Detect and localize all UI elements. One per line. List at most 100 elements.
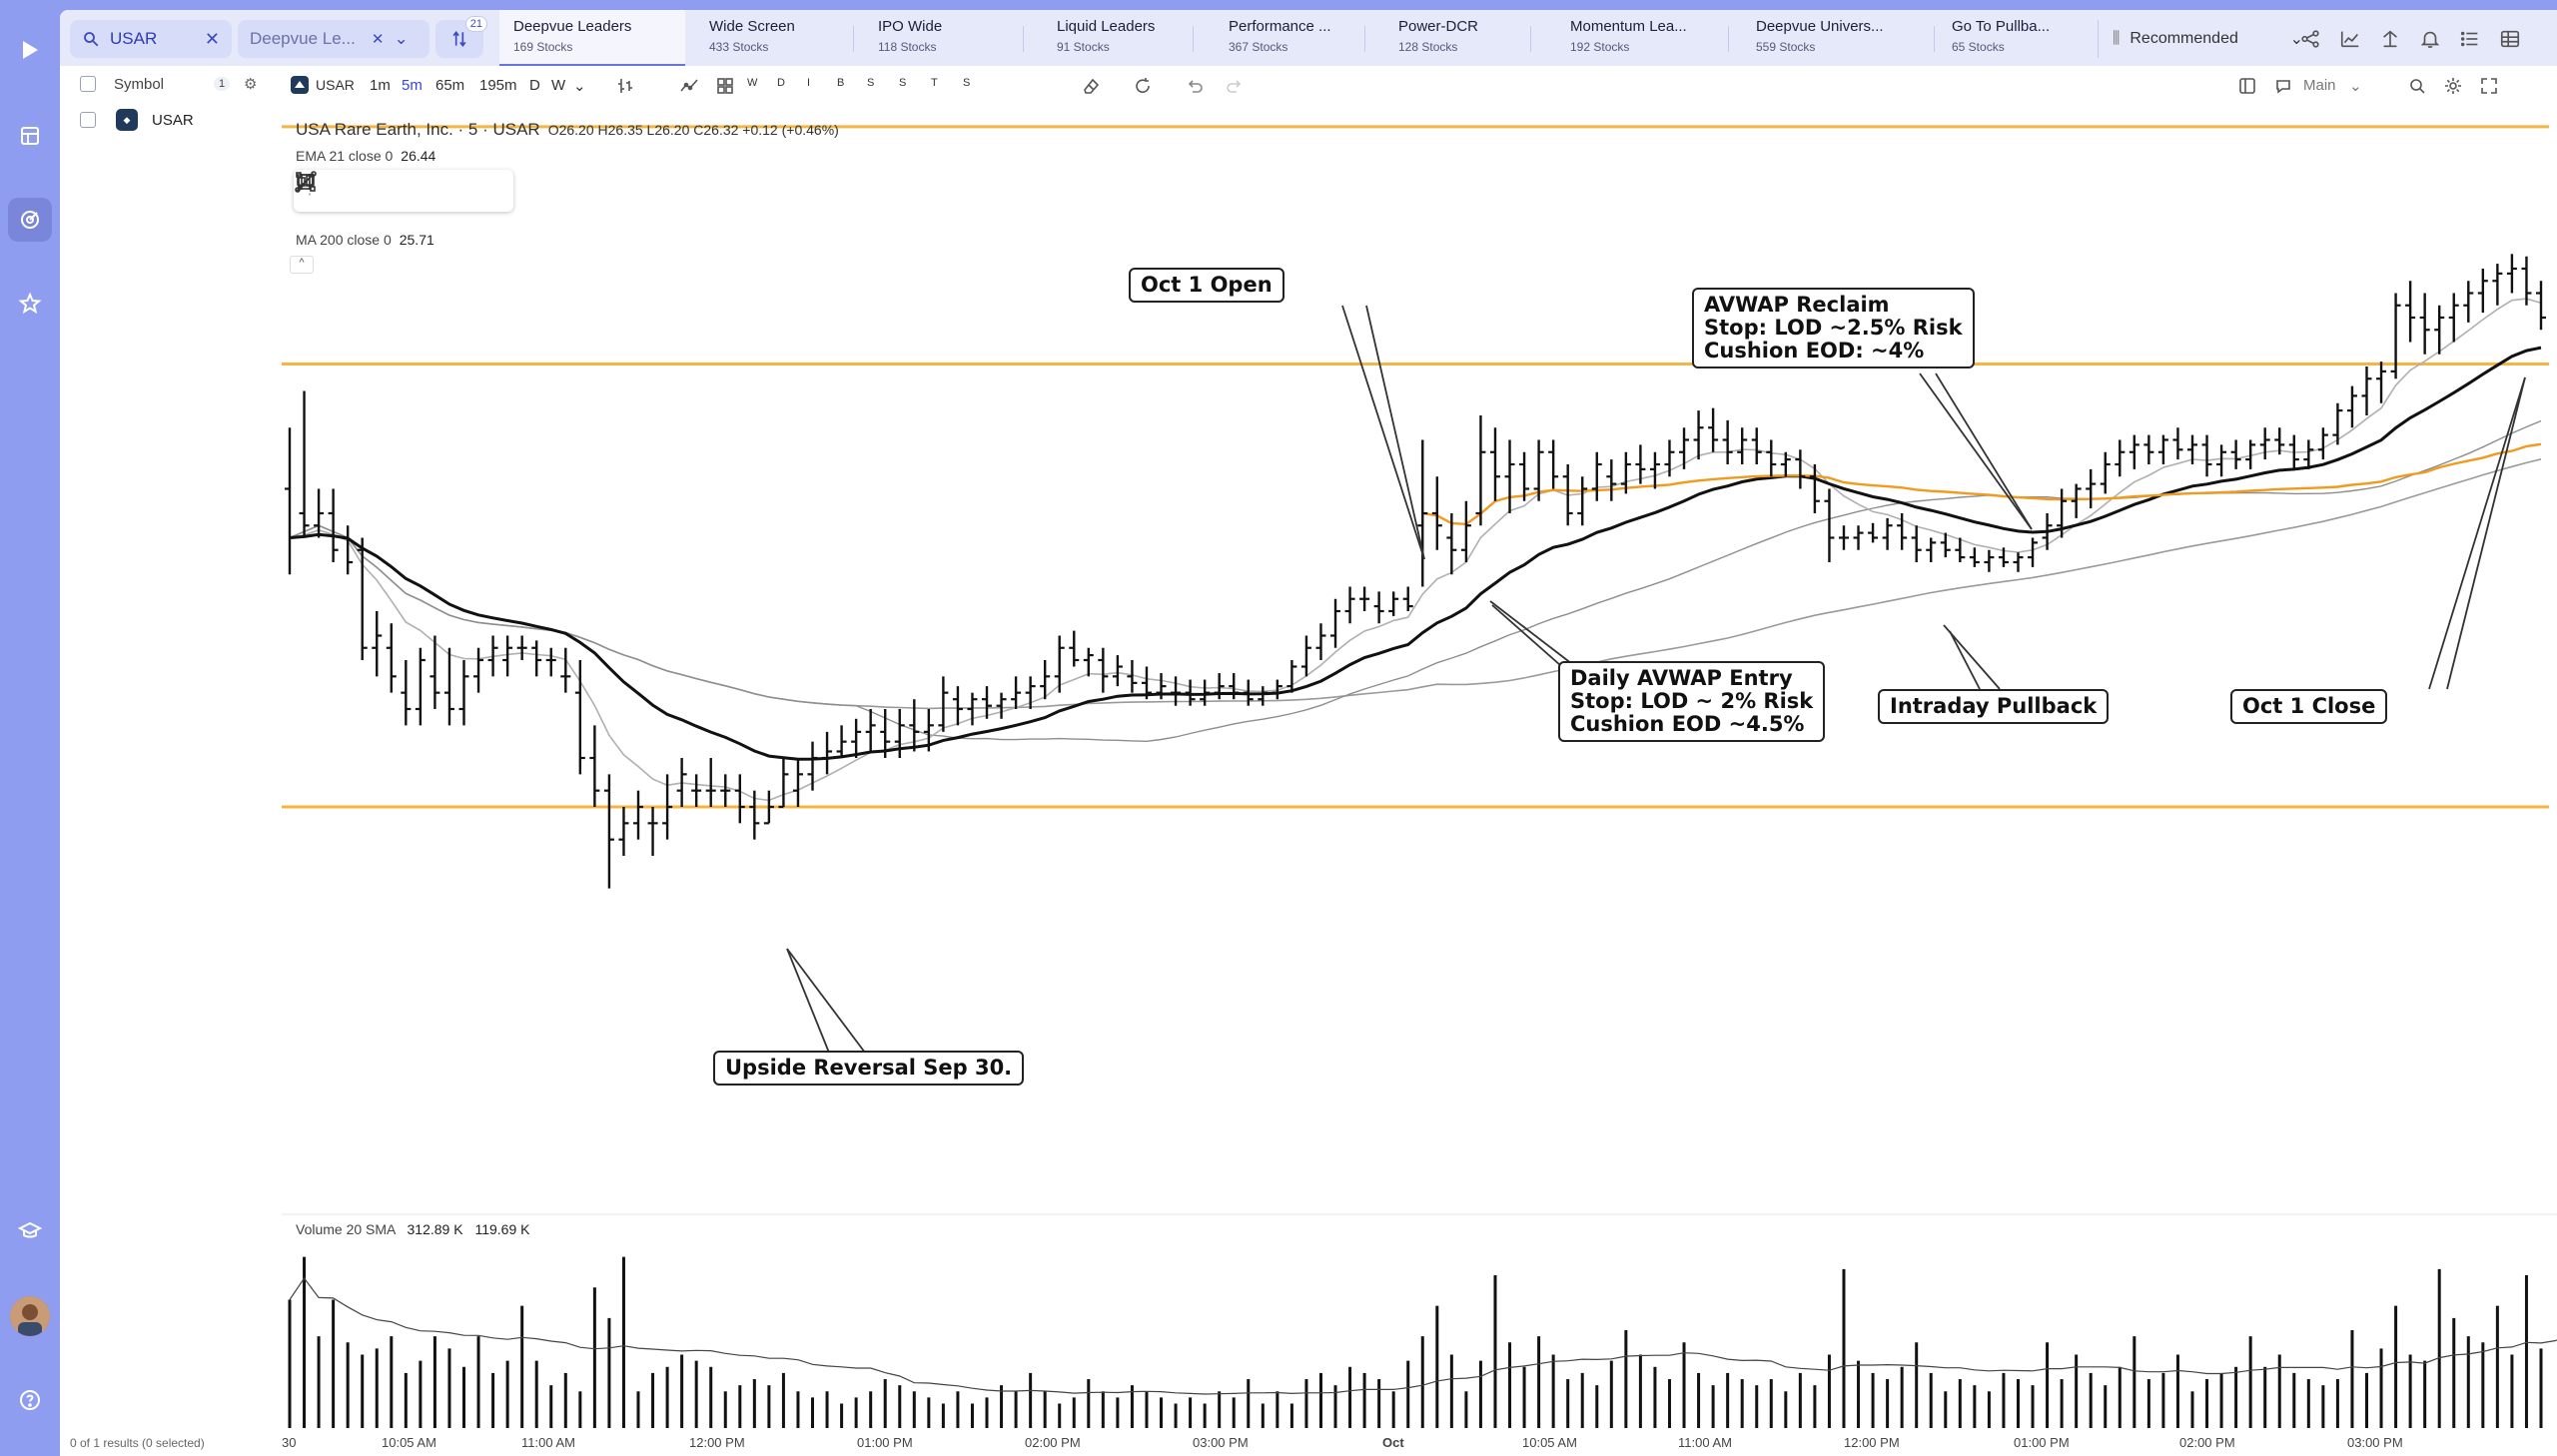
row-checkbox[interactable] xyxy=(80,112,96,128)
period-button[interactable]: W xyxy=(747,77,758,89)
layout-icon[interactable] xyxy=(8,114,52,158)
chat-icon[interactable] xyxy=(2273,76,2293,96)
help-icon[interactable] xyxy=(8,1378,52,1422)
tab-name: Liquid Leaders xyxy=(1057,18,1156,35)
annotation-callout[interactable]: Oct 1 Close xyxy=(2230,689,2388,724)
chart-symbol[interactable]: USAR xyxy=(316,77,355,93)
fullscreen-icon[interactable] xyxy=(2479,76,2499,96)
symbol-search[interactable]: USAR ✕ xyxy=(70,20,232,58)
trendline-tool-icon[interactable] xyxy=(295,171,513,203)
grid-icon[interactable] xyxy=(2499,28,2521,50)
period-button[interactable]: T xyxy=(931,77,938,89)
tab-watchlist-8[interactable]: Go To Pullba... 65 Stocks xyxy=(1938,10,2118,66)
period-button[interactable]: S xyxy=(899,77,907,89)
undo-icon[interactable] xyxy=(1185,76,1205,96)
bar-type-icon[interactable] xyxy=(615,76,635,96)
alerts-button[interactable]: 21 xyxy=(435,16,487,58)
share-icon[interactable] xyxy=(2299,28,2321,50)
annotation-callout[interactable]: Upside Reversal Sep 30. xyxy=(713,1051,1025,1086)
tab-watchlist-2[interactable]: IPO Wide 118 Stocks xyxy=(864,10,1034,66)
tab-watchlist-7[interactable]: Deepvue Univers... 559 Stocks xyxy=(1742,10,1938,66)
refresh-icon[interactable] xyxy=(1133,76,1153,96)
sort-dropdown[interactable]: ⫼ Recommended ⌄ xyxy=(2098,20,2317,58)
annotation-callout[interactable]: Oct 1 Open xyxy=(1129,268,1284,303)
collapse-legend-button[interactable]: ^ xyxy=(290,256,314,274)
gear-icon[interactable]: ⚙ xyxy=(244,76,258,93)
watchlist-selector[interactable]: Deepvue Le... ✕ ⌄ xyxy=(238,20,429,58)
timeframe-195m[interactable]: 195m xyxy=(479,77,517,94)
callout-leader-line xyxy=(1341,305,1425,560)
tab-count: 169 Stocks xyxy=(513,40,573,54)
tab-watchlist-4[interactable]: Performance ... 367 Stocks xyxy=(1215,10,1384,66)
chart-legend-title: USA Rare Earth, Inc. · 5 · USAR O26.20 H2… xyxy=(296,120,839,140)
avatar[interactable] xyxy=(10,1296,50,1336)
close-icon[interactable]: ✕ xyxy=(204,28,220,49)
callout-leader-line xyxy=(1489,600,1577,668)
time-axis-label: 02:00 PM xyxy=(2179,1435,2235,1450)
timeframe-1m[interactable]: 1m xyxy=(370,77,391,94)
rectangle-tool-icon[interactable] xyxy=(296,172,352,203)
logo-icon[interactable] xyxy=(8,28,52,72)
chart-canvas[interactable] xyxy=(282,106,2557,1456)
search-input[interactable]: USAR xyxy=(110,29,158,48)
ema-value: 26.44 xyxy=(401,148,436,164)
alerts-badge: 21 xyxy=(464,16,487,32)
bars-pattern-tool-icon[interactable] xyxy=(298,174,392,203)
divider xyxy=(1193,26,1194,52)
annotation-callout[interactable]: Intraday Pullback xyxy=(1878,689,2110,724)
target-icon[interactable] xyxy=(8,198,52,242)
list-icon[interactable] xyxy=(2459,28,2481,50)
annotation-callout[interactable]: Daily AVWAP Entry Stop: LOD ~ 2% Risk Cu… xyxy=(1558,661,1826,742)
timeframe-w[interactable]: W xyxy=(551,77,566,94)
close-icon[interactable]: ✕ xyxy=(371,31,385,48)
watchlist-panel: Symbol 1 ⚙ ◆ USAR 0 of 1 results (0 sele… xyxy=(60,66,282,1456)
ma-legend[interactable]: MA 200 close 0 25.71 xyxy=(296,232,434,248)
price-chart[interactable]: USA Rare Earth, Inc. · 5 · USAR O26.20 H2… xyxy=(282,106,2557,1456)
tab-watchlist-5[interactable]: Power-DCR 128 Stocks xyxy=(1384,10,1554,66)
redo-icon[interactable] xyxy=(1225,76,1245,96)
volume-legend[interactable]: Volume 20 SMA 312.89 K 119.69 K xyxy=(296,1221,529,1237)
timeframe-65m[interactable]: 65m xyxy=(435,77,465,94)
annotation-callout[interactable]: AVWAP Reclaim Stop: LOD ~2.5% Risk Cushi… xyxy=(1692,288,1975,368)
callout-tool-icon[interactable] xyxy=(297,174,432,203)
chevron-down-icon[interactable]: ⌄ xyxy=(2349,78,2362,95)
period-button[interactable]: D xyxy=(777,77,785,89)
tab-name: Power-DCR xyxy=(1398,18,1479,35)
period-button[interactable]: S xyxy=(867,77,875,89)
timeframe-5m[interactable]: 5m xyxy=(402,77,423,94)
period-button[interactable]: S xyxy=(963,77,971,89)
ema-legend[interactable]: EMA 21 close 0 26.44 xyxy=(296,148,435,164)
learn-icon[interactable] xyxy=(8,1208,52,1252)
chevron-down-icon[interactable]: ⌄ xyxy=(394,29,409,48)
tab-name: Deepvue Leaders xyxy=(513,18,632,35)
templates-icon[interactable] xyxy=(715,76,735,96)
bell-icon[interactable] xyxy=(2419,28,2441,50)
column-header[interactable]: Symbol xyxy=(114,75,165,93)
columns-icon: ⫼ xyxy=(2113,30,2121,47)
avwap-line xyxy=(1422,442,2542,526)
chart-line-icon[interactable] xyxy=(2339,28,2361,50)
chevron-down-icon: ⌄ xyxy=(2289,31,2303,48)
eraser-icon[interactable] xyxy=(1081,76,1101,96)
time-axis-label: 01:00 PM xyxy=(857,1435,913,1450)
divider xyxy=(1364,26,1365,52)
tab-watchlist-3[interactable]: Liquid Leaders 91 Stocks xyxy=(1043,10,1213,66)
period-button[interactable]: B xyxy=(837,77,845,89)
tab-watchlist-0[interactable]: Deepvue Leaders 169 Stocks xyxy=(499,10,685,66)
tab-watchlist-1[interactable]: Wide Screen 433 Stocks xyxy=(695,10,865,66)
scale-icon[interactable] xyxy=(2379,28,2401,50)
layout-icon[interactable] xyxy=(2237,76,2257,96)
list-item[interactable]: ◆ USAR xyxy=(60,102,282,138)
select-all-checkbox[interactable] xyxy=(80,76,96,92)
timeframe-d[interactable]: D xyxy=(529,77,540,94)
chevron-down-icon[interactable]: ⌄ xyxy=(573,78,586,95)
chart-toolbar: USAR 1m 5m 65m 195m D W ⌄ W D I B S S T … xyxy=(282,66,2557,106)
indicators-icon[interactable] xyxy=(679,76,699,96)
layout-selector[interactable]: Main xyxy=(2303,77,2336,94)
brush-tool-icon[interactable] xyxy=(296,173,472,203)
tab-watchlist-6[interactable]: Momentum Lea... 192 Stocks xyxy=(1556,10,1742,66)
period-button[interactable]: I xyxy=(807,77,811,89)
star-icon[interactable] xyxy=(8,282,52,326)
zoom-icon[interactable] xyxy=(2407,76,2427,96)
gear-icon[interactable] xyxy=(2443,76,2463,96)
